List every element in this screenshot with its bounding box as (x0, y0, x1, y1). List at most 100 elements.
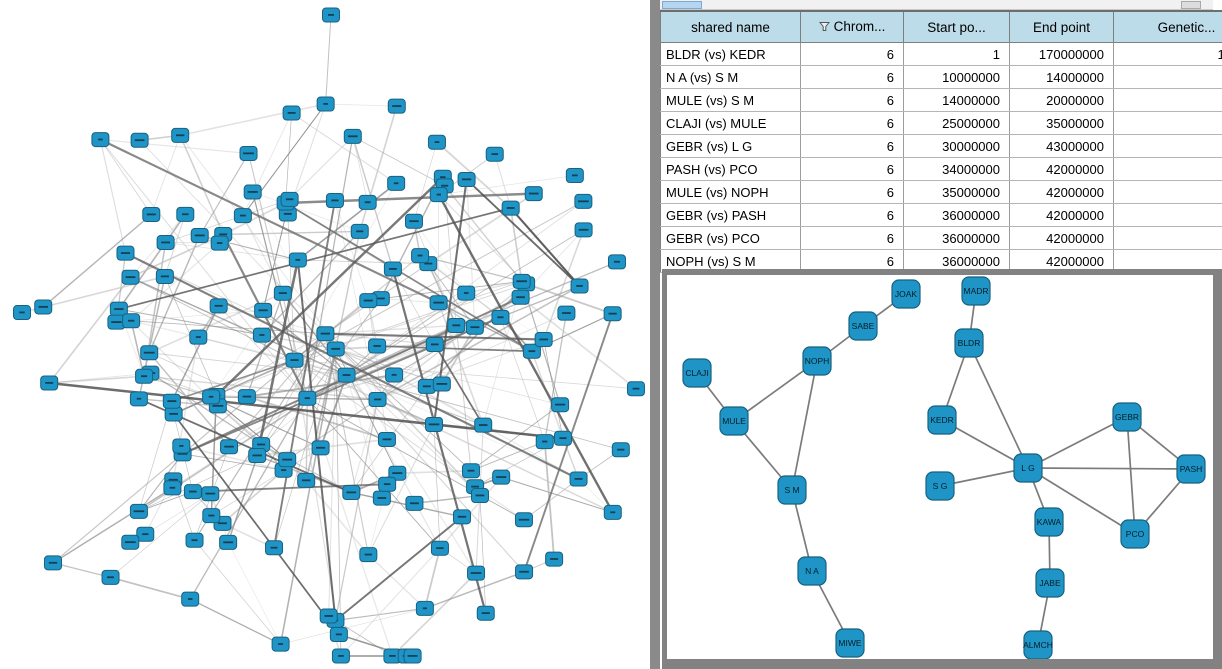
network-edge[interactable] (325, 103, 397, 107)
network-edge[interactable] (291, 112, 397, 184)
network-edge[interactable] (319, 374, 348, 449)
network-edge[interactable] (273, 200, 336, 548)
value-cell[interactable]: 6.6 (1113, 65, 1222, 89)
network-edge[interactable] (189, 598, 281, 645)
network-edge[interactable] (261, 231, 361, 336)
value-cell[interactable]: 42000000 (1009, 180, 1114, 204)
network-edge[interactable] (470, 441, 545, 472)
network-edge[interactable] (110, 576, 191, 600)
network-edge[interactable] (455, 325, 472, 471)
network-edge[interactable] (324, 333, 481, 497)
table-row[interactable]: N A (vs) S M610000000140000006.6 (660, 65, 1222, 89)
network-edge[interactable] (49, 372, 151, 384)
network-edge[interactable] (189, 398, 308, 600)
value-cell[interactable]: 36000000 (903, 226, 1010, 250)
network-node-KAWA[interactable]: KAWA (1034, 507, 1064, 537)
network-node-JABE[interactable]: JABE (1035, 568, 1065, 598)
network-edge[interactable] (542, 229, 585, 340)
column-header-1[interactable]: Chrom... (800, 11, 904, 43)
network-edge[interactable] (130, 320, 145, 377)
network-edge[interactable] (138, 453, 183, 512)
network-edge[interactable] (221, 469, 285, 524)
table-row[interactable]: GEBR (vs) PCO636000000420000008.4 (660, 226, 1222, 250)
network-edge[interactable] (525, 283, 613, 315)
value-cell[interactable]: 1 (903, 42, 1010, 66)
network-edge[interactable] (434, 344, 484, 426)
column-header-4[interactable]: Genetic... (1113, 11, 1222, 43)
value-cell[interactable]: 192.0 (1113, 42, 1222, 66)
filter-funnel-icon[interactable] (818, 20, 830, 35)
network-edge[interactable] (297, 182, 397, 261)
network-edge[interactable] (48, 276, 132, 384)
network-edge[interactable] (149, 352, 247, 397)
network-edge[interactable] (190, 598, 281, 645)
value-cell[interactable]: 30000000 (903, 134, 1010, 158)
table-row[interactable]: MULE (vs) NOPH6350000004200000010.5 (660, 180, 1222, 204)
network-edge[interactable] (380, 298, 439, 304)
scrollbar-thumb[interactable] (662, 1, 702, 9)
network-edge[interactable] (325, 333, 472, 472)
network-edge[interactable] (438, 175, 575, 196)
network-edge[interactable] (294, 359, 614, 514)
network-edge[interactable] (340, 547, 441, 657)
network-node-CLAJI[interactable]: CLAJI (682, 358, 712, 388)
value-cell[interactable]: 34000000 (903, 157, 1010, 181)
network-edge-SG-LG[interactable] (939, 467, 1029, 487)
network-edge[interactable] (246, 395, 388, 441)
network-edge[interactable] (118, 308, 263, 336)
value-cell[interactable]: 43000000 (1009, 134, 1114, 158)
network-edge[interactable] (377, 398, 435, 426)
network-edge[interactable] (352, 136, 445, 187)
network-node-JOAK[interactable]: JOAK (891, 279, 921, 309)
network-edge[interactable] (252, 191, 296, 361)
network-edge[interactable] (296, 259, 337, 621)
network-edge[interactable] (335, 348, 477, 574)
network-edge[interactable] (215, 176, 444, 397)
network-edge[interactable] (377, 345, 532, 353)
network-edge[interactable] (165, 242, 220, 244)
network-edge[interactable] (285, 113, 292, 204)
network-edge[interactable] (198, 336, 347, 376)
network-edge[interactable] (367, 424, 435, 555)
network-edge[interactable] (305, 479, 370, 556)
network-edge[interactable] (377, 399, 481, 496)
table-row[interactable]: PASH (vs) PCO6340000004200000011.4 (660, 157, 1222, 181)
network-edge-LG-GEBR[interactable] (1027, 416, 1128, 469)
network-edge[interactable] (256, 348, 337, 456)
network-edge[interactable] (334, 516, 463, 622)
value-cell[interactable]: 16.9 (1113, 134, 1222, 158)
network-edge[interactable] (171, 305, 220, 402)
network-edge[interactable] (325, 14, 332, 105)
network-edge[interactable] (42, 213, 152, 308)
network-edge[interactable] (150, 372, 212, 398)
network-edge[interactable] (377, 339, 544, 400)
value-cell[interactable]: 7.5 (1113, 88, 1222, 112)
network-edge[interactable] (261, 334, 336, 350)
network-edge[interactable] (242, 215, 284, 294)
value-cell[interactable]: 8.4 (1113, 226, 1222, 250)
value-cell[interactable]: 6 (800, 111, 904, 135)
network-edge[interactable] (180, 103, 326, 137)
network-edge[interactable] (367, 554, 426, 609)
network-edge[interactable] (189, 397, 309, 600)
value-cell[interactable]: 25000000 (903, 111, 1010, 135)
network-edge[interactable] (148, 352, 230, 448)
shared-name-cell[interactable]: NOPH (vs) S M (660, 249, 801, 273)
network-edge[interactable] (346, 374, 484, 426)
value-cell[interactable]: 35000000 (1009, 111, 1114, 135)
network-edge[interactable] (118, 207, 511, 310)
network-edge[interactable] (285, 192, 534, 205)
network-edge[interactable] (118, 213, 186, 310)
network-edge[interactable] (437, 302, 484, 426)
network-node-NOPH[interactable]: NOPH (802, 346, 832, 376)
network-edge[interactable] (494, 154, 512, 209)
network-node-SG[interactable]: S G (925, 471, 955, 501)
shared-name-cell[interactable]: MULE (vs) S M (660, 88, 801, 112)
network-edge-GEBR-PCO[interactable] (1126, 416, 1136, 535)
network-edge[interactable] (130, 320, 295, 361)
value-cell[interactable]: 10000000 (903, 65, 1010, 89)
network-edge[interactable] (297, 259, 429, 265)
network-edge[interactable] (100, 139, 249, 154)
network-node-SABE[interactable]: SABE (848, 311, 878, 341)
network-edge[interactable] (424, 548, 441, 609)
